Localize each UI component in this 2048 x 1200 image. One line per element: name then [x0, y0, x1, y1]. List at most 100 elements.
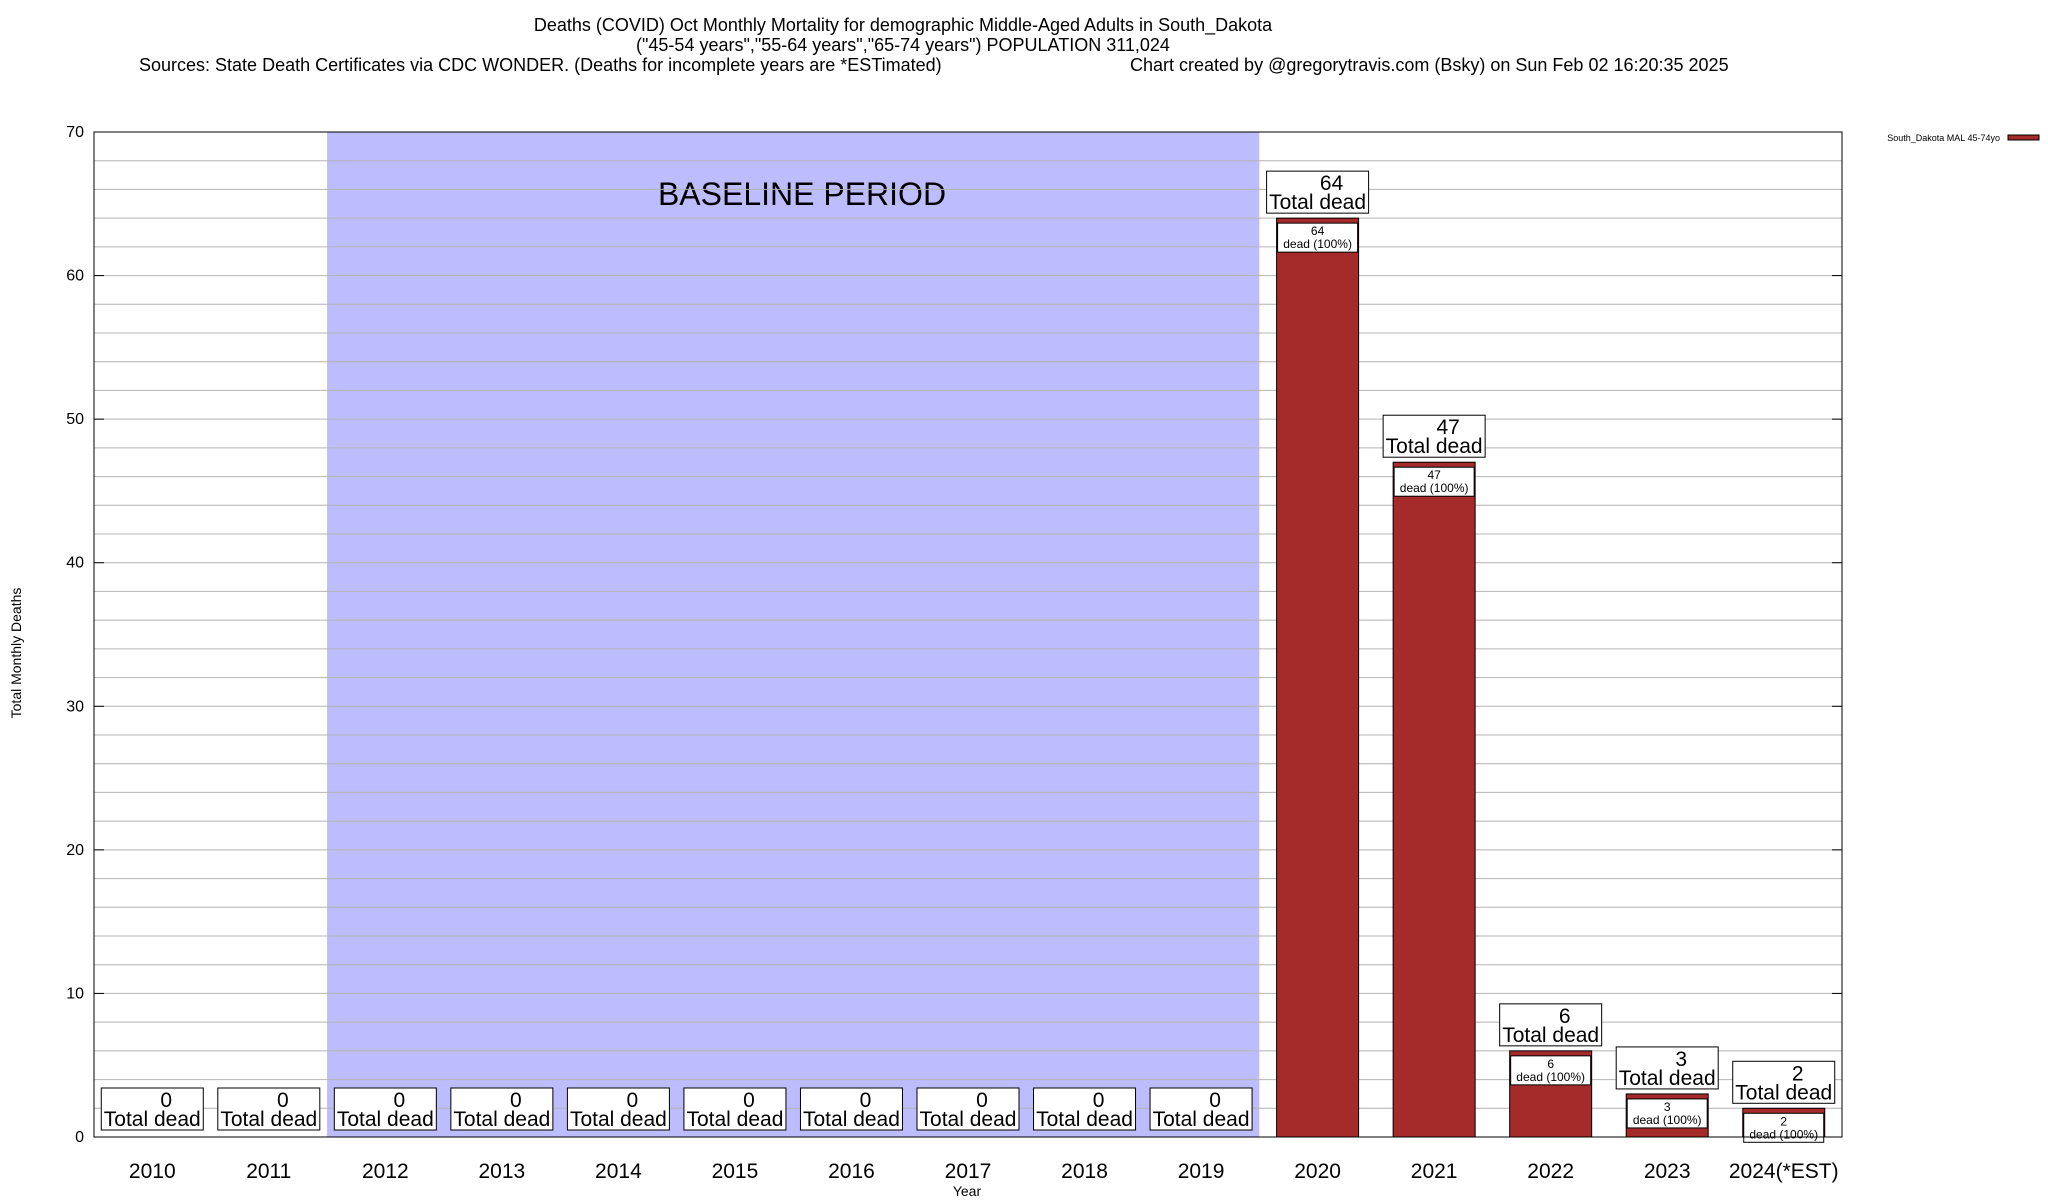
total-dead-box [100, 1087, 204, 1131]
bar-inner-value: 47 [1427, 468, 1441, 482]
bar-inner-label-box [1510, 1055, 1592, 1086]
bar-inner-label-box [1393, 466, 1475, 497]
total-dead-box [1732, 1060, 1836, 1104]
chart-header: Deaths (COVID) Oct Monthly Mortality for… [139, 15, 1729, 75]
total-dead-text: Total dead [920, 1108, 1017, 1131]
x-tick-label: 2023 [1644, 1160, 1691, 1183]
total-dead-value: 0 [510, 1089, 522, 1112]
y-tick-label: 40 [66, 555, 84, 572]
y-tick-label: 70 [66, 124, 84, 141]
total-dead-text: Total dead [220, 1108, 317, 1131]
total-dead-box [683, 1087, 787, 1131]
total-dead-value: 0 [160, 1089, 172, 1112]
y-tick-label: 0 [75, 1129, 84, 1146]
bars [148, 217, 1826, 1138]
total-dead-value: 47 [1436, 416, 1459, 439]
total-dead-box [916, 1087, 1020, 1131]
total-dead-text: Total dead [1619, 1067, 1716, 1090]
total-dead-value: 6 [1559, 1005, 1571, 1028]
x-tick-label: 2022 [1527, 1160, 1574, 1183]
x-tick-label: 2011 [246, 1160, 291, 1183]
chart-sources: Sources: State Death Certificates via CD… [139, 55, 942, 75]
total-dead-box [566, 1087, 670, 1131]
total-dead-text: Total dead [1036, 1108, 1133, 1131]
total-dead-box [1382, 414, 1486, 458]
total-dead-value: 0 [1209, 1089, 1221, 1112]
total-dead-value: 0 [860, 1089, 872, 1112]
y-tick-label: 60 [66, 268, 84, 285]
total-dead-text: Total dead [1735, 1081, 1832, 1104]
x-tick-label: 2016 [828, 1160, 875, 1183]
bar-inner-value: 64 [1311, 224, 1325, 238]
x-tick-label: 2018 [1061, 1160, 1108, 1183]
grid [94, 160, 1842, 1109]
total-dead-box [217, 1087, 321, 1131]
total-dead-text: Total dead [337, 1108, 434, 1131]
chart-title: Deaths (COVID) Oct Monthly Mortality for… [534, 15, 1273, 36]
total-dead-text: Total dead [1153, 1108, 1250, 1131]
total-dead-text: Total dead [1502, 1024, 1599, 1047]
baseline-band: BASELINE PERIOD [327, 132, 1260, 1137]
total-dead-text: Total dead [686, 1108, 783, 1131]
bar-inner-percent: dead (100%) [1749, 1127, 1818, 1141]
bar-inner-label-box [1626, 1098, 1708, 1129]
x-tick-label: 2012 [362, 1160, 409, 1183]
x-tick-label: 2021 [1411, 1160, 1458, 1183]
y-tick-label: 50 [66, 411, 84, 428]
chart-credit: Chart created by @gregorytravis.com (Bsk… [1130, 55, 1729, 75]
legend-swatch [2007, 134, 2040, 141]
total-dead-value: 0 [1093, 1089, 1105, 1112]
total-dead-text: Total dead [803, 1108, 900, 1131]
total-dead-value: 0 [627, 1089, 639, 1112]
total-dead-text: Total dead [570, 1108, 667, 1131]
total-dead-box [450, 1087, 554, 1131]
total-dead-value: 0 [976, 1089, 988, 1112]
total-dead-value: 2 [1792, 1062, 1804, 1085]
total-dead-box [1149, 1087, 1253, 1131]
total-dead-text: Total dead [104, 1108, 201, 1131]
baseline-period-shade [327, 132, 1260, 1137]
baseline-period-label: BASELINE PERIOD [658, 176, 946, 212]
bar-inner-percent: dead (100%) [1516, 1070, 1585, 1084]
y-axis-title: Total Monthly Deaths [8, 588, 24, 719]
bar-inner-label-box [1277, 222, 1359, 253]
bar-inner-percent: dead (100%) [1633, 1113, 1702, 1127]
bar-inner-value: 2 [1780, 1114, 1787, 1128]
bar [1276, 217, 1360, 1138]
x-tick-label: 2024(*EST) [1729, 1160, 1839, 1183]
x-tick-label: 2014 [595, 1160, 642, 1183]
x-tick-label: 2017 [945, 1160, 992, 1183]
total-dead-value: 3 [1675, 1048, 1687, 1071]
bar-inner-percent: dead (100%) [1283, 237, 1352, 251]
total-dead-box [1266, 170, 1370, 214]
axes: 2010 2011 2012 2013 2014 2015 2016 2017 2018 2019… [66, 124, 1843, 1183]
x-tick-label: 2015 [712, 1160, 759, 1183]
total-dead-value: 0 [743, 1089, 755, 1112]
total-dead-text: Total dead [1269, 191, 1366, 214]
bar-inner-percent: dead (100%) [1400, 481, 1469, 495]
y-tick-label: 20 [66, 842, 84, 859]
total-dead-box [1033, 1087, 1137, 1131]
plot-frame [93, 131, 1843, 1138]
y-tick-label: 10 [66, 985, 84, 1002]
chart-subtitle: ("45-54 years","55-64 years","65-74 year… [636, 35, 1170, 55]
total-dead-box [1615, 1046, 1719, 1090]
bar-inner-value: 3 [1664, 1100, 1671, 1114]
